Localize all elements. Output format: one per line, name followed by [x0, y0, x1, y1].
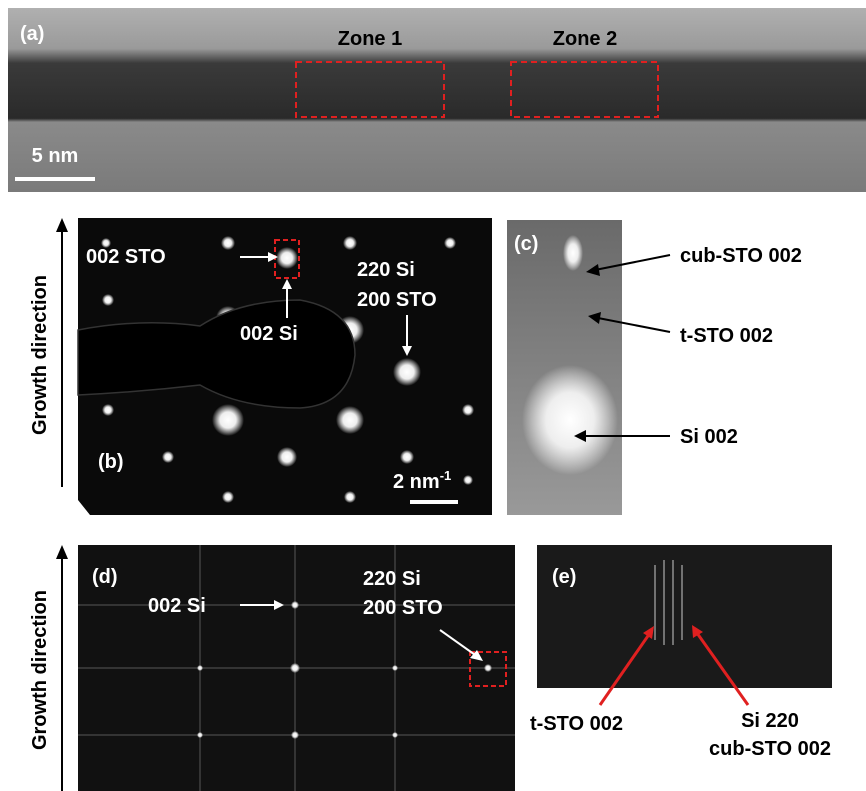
arrowhead — [586, 264, 600, 276]
fft-spots — [197, 601, 492, 739]
axis-label: Growth direction — [29, 275, 51, 435]
spot-label: 002 Si — [148, 595, 206, 617]
label: cub-STO 002 — [680, 245, 802, 267]
spot-box — [274, 239, 300, 279]
arrowhead — [588, 312, 601, 324]
panel-label: (d) — [92, 566, 118, 588]
panel-e-image — [537, 545, 832, 688]
arrowhead — [470, 650, 483, 661]
panel-label: (a) — [20, 23, 44, 45]
arrowhead — [282, 279, 292, 289]
arrowhead — [274, 600, 284, 610]
spot-label: 200 STO — [363, 597, 443, 619]
zone-box — [510, 61, 659, 118]
fringes — [654, 560, 683, 645]
arrowhead — [692, 625, 703, 638]
zone-label: Zone 1 — [338, 28, 402, 50]
pointer — [439, 629, 479, 658]
zone-label: Zone 2 — [553, 28, 617, 50]
spot — [563, 235, 583, 271]
scale-text: 2 nm — [393, 471, 440, 493]
panel-label: (b) — [98, 451, 124, 473]
label: Si 002 — [680, 426, 738, 448]
spot-label: 200 STO — [357, 289, 437, 311]
label: cub-STO 002 — [709, 738, 831, 760]
pointer — [594, 254, 671, 271]
spot-label: 002 STO — [86, 246, 166, 268]
arrowhead — [643, 626, 654, 639]
label: t-STO 002 — [530, 713, 623, 735]
pointer — [597, 317, 671, 333]
panel-label: (c) — [514, 233, 538, 255]
pointer — [598, 632, 652, 706]
spot-label: 220 Si — [357, 259, 415, 281]
spot-label: 220 Si — [363, 568, 421, 590]
pointer — [695, 632, 750, 706]
scale-label: 2 nm-1 — [393, 468, 451, 493]
axis-label: Growth direction — [29, 590, 51, 750]
spot — [522, 365, 618, 475]
panel-label: (e) — [552, 566, 576, 588]
arrowhead — [574, 430, 586, 442]
arrowhead — [56, 545, 68, 559]
panel-a-image — [8, 8, 866, 192]
arrowhead — [268, 252, 278, 262]
label: Si 220 — [741, 710, 799, 732]
beam-stop — [77, 299, 356, 409]
zone-box — [295, 61, 445, 118]
arrowhead — [402, 346, 412, 356]
scale-sup: -1 — [440, 468, 452, 483]
spot-box — [469, 651, 507, 687]
scale-label: 5 nm — [32, 145, 79, 167]
label: t-STO 002 — [680, 325, 773, 347]
arrowhead — [56, 218, 68, 232]
spot-label: 002 Si — [240, 323, 298, 345]
